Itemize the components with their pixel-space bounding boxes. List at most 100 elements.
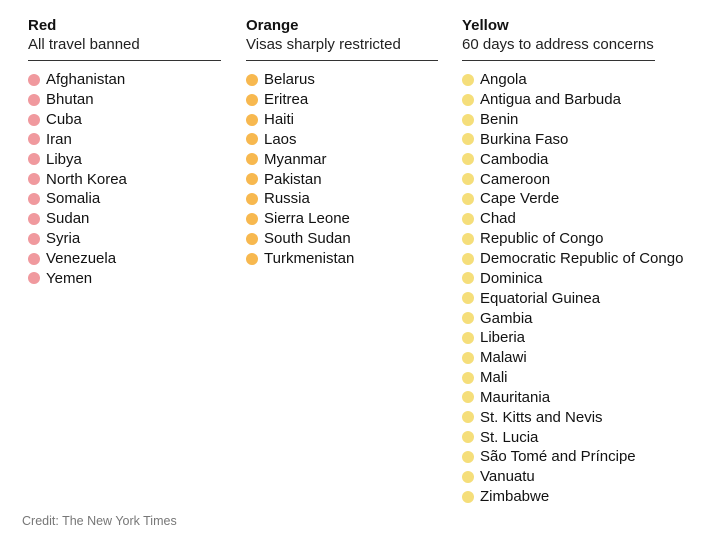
list-item: Antigua and Barbuda (462, 90, 655, 110)
status-dot-icon (28, 93, 40, 106)
list-item: Cambodia (462, 149, 655, 169)
country-name: Myanmar (264, 150, 327, 168)
country-name: Mauritania (480, 388, 551, 406)
status-dot-icon (28, 73, 40, 86)
country-name: Yemen (46, 269, 93, 287)
list-item: Dominica (462, 268, 655, 288)
status-dot-icon (28, 133, 40, 146)
country-name: Zimbabwe (480, 488, 550, 506)
column-red: Red All travel banned Afghanistan Bhutan C… (28, 16, 221, 288)
status-dot-icon (462, 153, 474, 166)
list-item: Equatorial Guinea (462, 288, 655, 308)
country-name: St. Lucia (480, 428, 539, 446)
list-item: Afghanistan (28, 70, 221, 90)
list-item: Bhutan (28, 90, 221, 110)
status-dot-icon (462, 133, 474, 146)
list-item: Benin (462, 110, 655, 130)
list-item: Angola (462, 70, 655, 90)
list-item: Eritrea (246, 90, 438, 110)
country-name: Democratic Republic of Congo (480, 250, 684, 268)
country-name: South Sudan (264, 230, 351, 248)
list-item: Cameroon (462, 169, 655, 189)
status-dot-icon (246, 113, 258, 126)
status-dot-icon (462, 73, 474, 86)
country-name: Equatorial Guinea (480, 289, 601, 307)
country-name: Libya (46, 150, 82, 168)
status-dot-icon (462, 351, 474, 364)
status-dot-icon (28, 252, 40, 265)
status-dot-icon (462, 411, 474, 424)
country-name: Liberia (480, 329, 526, 347)
country-name: Republic of Congo (480, 230, 604, 248)
column-orange: Orange Visas sharply restricted Belarus E… (246, 16, 438, 268)
list-item: Sierra Leone (246, 209, 438, 229)
country-name: Sierra Leone (264, 210, 350, 228)
list-item: Haiti (246, 110, 438, 130)
list-item: Libya (28, 149, 221, 169)
list-item: Vanuatu (462, 467, 655, 487)
list-item: Gambia (462, 308, 655, 328)
status-dot-icon (462, 391, 474, 404)
country-name: Laos (264, 130, 297, 148)
status-dot-icon (28, 212, 40, 225)
country-name: Pakistan (264, 170, 322, 188)
list-item: Republic of Congo (462, 229, 655, 249)
status-dot-icon (462, 490, 474, 503)
status-dot-icon (28, 153, 40, 166)
status-dot-icon (462, 173, 474, 186)
status-dot-icon (462, 252, 474, 265)
list-item: St. Kitts and Nevis (462, 407, 655, 427)
status-dot-icon (462, 292, 474, 305)
country-name: Cambodia (480, 150, 549, 168)
country-name: Afghanistan (46, 71, 126, 89)
country-name: Haiti (264, 111, 295, 129)
country-name: Cape Verde (480, 190, 560, 208)
list-item: Myanmar (246, 149, 438, 169)
status-dot-icon (462, 93, 474, 106)
list-item: Somalia (28, 189, 221, 209)
list-item: Turkmenistan (246, 249, 438, 269)
status-dot-icon (462, 371, 474, 384)
country-name: Chad (480, 210, 516, 228)
divider (246, 60, 438, 61)
list-item: Sudan (28, 209, 221, 229)
country-name: Eritrea (264, 91, 309, 109)
status-dot-icon (246, 232, 258, 245)
divider (28, 60, 221, 61)
country-name: Belarus (264, 71, 315, 89)
country-list: Angola Antigua and Barbuda Benin Burkina Fa… (462, 70, 683, 507)
status-dot-icon (246, 93, 258, 106)
status-dot-icon (462, 232, 474, 245)
column-yellow: Yellow 60 days to address concerns Angol… (462, 16, 683, 507)
list-item: Pakistan (246, 169, 438, 189)
credit-text: Credit: The New York Times (22, 514, 177, 528)
list-item: Mali (462, 368, 655, 388)
list-item: North Korea (28, 169, 221, 189)
status-dot-icon (462, 312, 474, 325)
status-dot-icon (246, 173, 258, 186)
status-dot-icon (246, 192, 258, 205)
country-name: Mali (480, 369, 508, 387)
list-item: Iran (28, 130, 221, 150)
country-name: Venezuela (46, 250, 117, 268)
country-name: Russia (264, 190, 310, 208)
status-dot-icon (246, 252, 258, 265)
list-item: São Tomé and Príncipe (462, 447, 655, 467)
list-item: St. Lucia (462, 427, 655, 447)
country-name: St. Kitts and Nevis (480, 408, 603, 426)
status-dot-icon (28, 173, 40, 186)
status-dot-icon (462, 470, 474, 483)
list-item: Zimbabwe (462, 487, 655, 507)
country-list: Belarus Eritrea Haiti Laos Myanmar Pakistan Ru… (246, 70, 438, 268)
country-name: Somalia (46, 190, 101, 208)
list-item: Russia (246, 189, 438, 209)
list-item: South Sudan (246, 229, 438, 249)
column-subtitle: 60 days to address concerns (462, 36, 654, 53)
status-dot-icon (28, 232, 40, 245)
status-dot-icon (462, 212, 474, 225)
status-dot-icon (462, 450, 474, 463)
status-dot-icon (246, 133, 258, 146)
country-name: Vanuatu (480, 468, 535, 486)
country-list: Afghanistan Bhutan Cuba Iran Libya North Kore… (28, 70, 221, 288)
list-item: Liberia (462, 328, 655, 348)
